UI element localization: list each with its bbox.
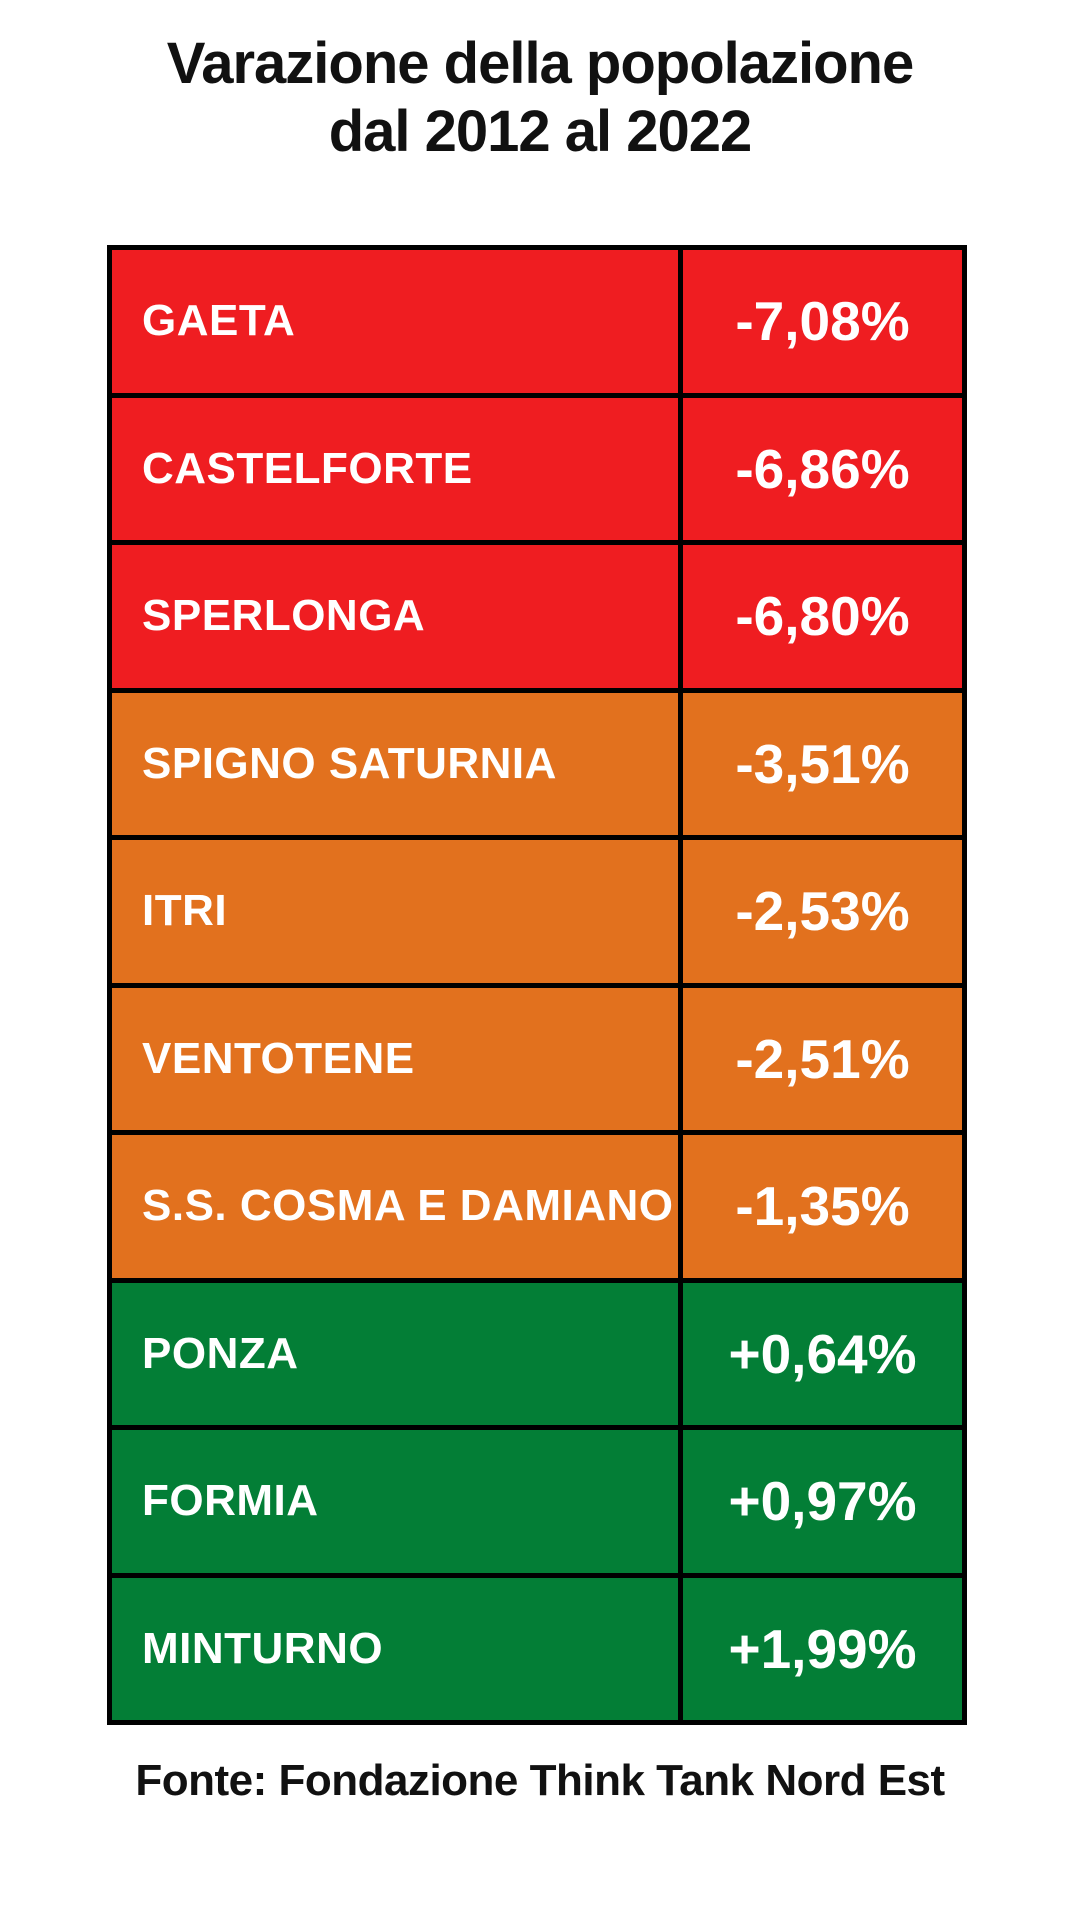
table-row: SPERLONGA -6,80% (112, 545, 962, 688)
variation-value: -7,08% (683, 250, 962, 393)
variation-value: -6,80% (683, 545, 962, 688)
variation-value: -2,53% (683, 840, 962, 983)
page-title-line1: Varazione della popolazione (166, 31, 915, 96)
table-row: GAETA -7,08% (112, 250, 962, 393)
table-row: S.S. COSMA E DAMIANO -1,35% (112, 1135, 962, 1278)
population-variation-table: GAETA -7,08% CASTELFORTE -6,86% SPERLONG… (107, 245, 967, 1725)
source-note: Fonte: Fondazione Think Tank Nord Est (135, 1756, 945, 1805)
municipality-name: FORMIA (112, 1430, 678, 1573)
municipality-name: SPERLONGA (112, 545, 678, 688)
page-title: Varazione della popolazione dal 2012 al … (0, 30, 1080, 167)
municipality-name: MINTURNO (112, 1577, 678, 1720)
municipality-name: SPIGNO SATURNIA (112, 692, 678, 835)
municipality-name: ITRI (112, 840, 678, 983)
variation-value: -6,86% (683, 397, 962, 540)
table-row: PONZA +0,64% (112, 1282, 962, 1425)
table-row: VENTOTENE -2,51% (112, 987, 962, 1130)
variation-value: -3,51% (683, 692, 962, 835)
municipality-name: GAETA (112, 250, 678, 393)
municipality-name: CASTELFORTE (112, 397, 678, 540)
page-title-line2: dal 2012 al 2022 (328, 99, 753, 165)
variation-value: +0,97% (683, 1430, 962, 1573)
table-row: MINTURNO +1,99% (112, 1577, 962, 1720)
table-row: SPIGNO SATURNIA -3,51% (112, 692, 962, 835)
municipality-name: VENTOTENE (112, 987, 678, 1130)
table-row: ITRI -2,53% (112, 840, 962, 983)
variation-value: +0,64% (683, 1282, 962, 1425)
variation-value: -2,51% (683, 987, 962, 1130)
table-row: CASTELFORTE -6,86% (112, 397, 962, 540)
variation-value: +1,99% (683, 1577, 962, 1720)
municipality-name: PONZA (112, 1282, 678, 1425)
table-row: FORMIA +0,97% (112, 1430, 962, 1573)
variation-value: -1,35% (683, 1135, 962, 1278)
municipality-name: S.S. COSMA E DAMIANO (112, 1135, 678, 1278)
